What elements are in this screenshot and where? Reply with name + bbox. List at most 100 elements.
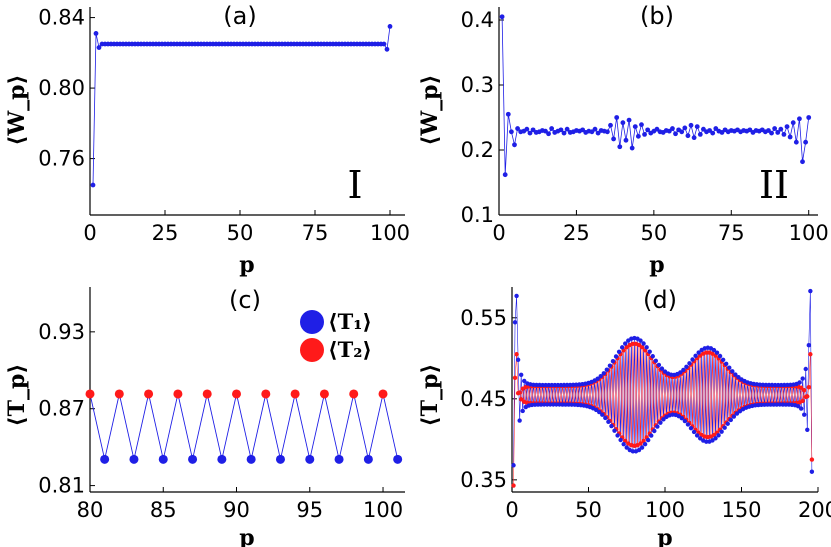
data-point (502, 172, 508, 178)
data-point-t1 (719, 429, 724, 434)
data-point-t1 (809, 469, 815, 474)
data-point-t2 (114, 389, 124, 399)
data-point-t1 (563, 402, 568, 407)
panel-c-lines (89, 393, 399, 460)
panel-a-lines (92, 26, 391, 186)
data-point-t1 (800, 376, 805, 381)
series-line (501, 16, 810, 175)
panel-a-annotation: I (347, 163, 362, 207)
data-point (629, 145, 635, 151)
data-point (800, 159, 805, 165)
data-point-t2 (261, 389, 271, 399)
data-point (787, 134, 793, 140)
data-point-t1 (532, 402, 538, 407)
panel-b: (b) II 0 25 50 75 100 0.1 0.2 0.3 0.4 p ⟨W_p⟩ (417, 2, 829, 278)
data-point-t2 (512, 375, 518, 380)
panel-a-y-label: ⟨W_p⟩ (4, 74, 30, 145)
y-tick-label: 0.45 (460, 387, 507, 411)
data-point-t1 (798, 406, 804, 411)
data-point-t1 (612, 428, 617, 433)
data-point-t1 (780, 402, 786, 407)
data-point-t1 (613, 354, 619, 359)
data-point-t1 (805, 427, 810, 432)
data-point-t1 (100, 454, 110, 464)
data-point (508, 129, 514, 135)
data-point (639, 122, 644, 128)
y-tick-label: 0.35 (460, 468, 507, 492)
data-point-t2 (800, 398, 805, 404)
panel-c-points (85, 389, 403, 464)
panel-d-y-label: ⟨T_p⟩ (417, 364, 443, 427)
data-point-t2 (232, 389, 242, 399)
data-point-t1 (618, 437, 623, 443)
panel-a-y-ticks: 0.76 0.80 0.84 (38, 6, 95, 171)
data-point (670, 126, 675, 131)
legend-label-t1: ⟨T₁⟩ (328, 309, 372, 334)
panel-c-x-label: p (239, 525, 254, 547)
data-point-t1 (522, 378, 527, 384)
x-tick-label: 25 (152, 221, 179, 245)
panel-b-y-label: ⟨W_p⟩ (417, 74, 443, 145)
data-point-t2 (202, 389, 212, 399)
data-point (96, 45, 102, 50)
data-point-t1 (534, 382, 539, 388)
data-point-t2 (630, 341, 636, 347)
data-point (673, 131, 678, 137)
panel-b-x-ticks: 0 25 50 75 100 (492, 210, 829, 245)
panel-d-x-ticks: 0 50 100 150 200 (505, 487, 831, 522)
data-point (691, 135, 697, 141)
data-point-t1 (694, 433, 700, 438)
data-point (524, 126, 530, 132)
panel-b-annotation: II (759, 163, 789, 207)
data-point-t1 (681, 367, 686, 373)
x-tick-label: 50 (227, 221, 254, 245)
data-point-t1 (560, 402, 565, 407)
data-point-t1 (619, 345, 625, 350)
data-point-t1 (624, 445, 629, 450)
y-tick-label: 0.1 (461, 203, 494, 227)
panel-d-points (511, 288, 815, 488)
data-point-t1 (779, 382, 784, 388)
data-point-t1 (776, 382, 781, 388)
data-point-t1 (727, 365, 732, 370)
data-point-t1 (512, 320, 518, 325)
data-point-t1 (641, 341, 646, 346)
data-point (626, 117, 632, 123)
data-point-t1 (217, 454, 227, 464)
data-point-t1 (684, 364, 689, 370)
data-point-t1 (552, 382, 558, 388)
data-point-t1 (690, 357, 695, 362)
data-point-t1 (785, 382, 790, 388)
data-point-t1 (774, 402, 779, 407)
data-point-t1 (305, 454, 315, 464)
data-point-t1 (639, 445, 645, 450)
panel-b-y-ticks: 0.1 0.2 0.3 0.4 (461, 8, 504, 227)
data-point-t1 (644, 345, 649, 350)
data-point-t1 (645, 437, 651, 443)
series-line (92, 26, 391, 186)
data-point-t1 (704, 439, 709, 444)
x-tick-label: 50 (640, 221, 667, 245)
data-point-t1 (548, 402, 553, 407)
data-point-t1 (555, 382, 561, 388)
data-point-t1 (763, 382, 769, 388)
data-point-t1 (363, 454, 373, 464)
data-point-t1 (621, 441, 626, 447)
data-point (803, 139, 809, 145)
panel-c-x-ticks: 80 85 90 95 100 (77, 487, 403, 522)
x-tick-label: 100 (789, 221, 829, 245)
data-point-t1 (691, 429, 697, 435)
data-point-t1 (601, 371, 606, 376)
data-point-t1 (696, 350, 701, 355)
data-point (688, 122, 694, 128)
data-point-t1 (642, 442, 648, 447)
y-tick-label: 0.4 (461, 8, 494, 32)
data-point-t1 (802, 412, 807, 417)
data-point-t1 (725, 421, 730, 426)
data-point-t1 (783, 402, 789, 407)
data-point-t1 (722, 425, 727, 430)
y-tick-label: 0.80 (38, 76, 85, 100)
data-point (592, 126, 598, 132)
data-point-t1 (658, 420, 663, 425)
